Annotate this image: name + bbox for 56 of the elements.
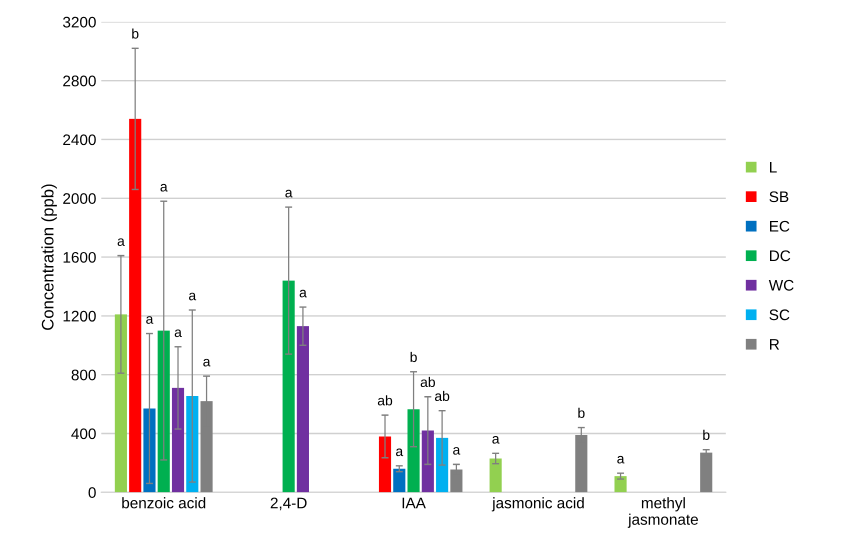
annotation: a — [189, 292, 196, 300]
bar — [436, 438, 448, 492]
y-tick-label: 2800 — [63, 76, 96, 86]
y-tick-label: 1200 — [64, 310, 96, 322]
bar — [700, 452, 712, 492]
y-tick-label: 3200 — [63, 16, 96, 28]
bar — [490, 458, 502, 492]
annotation: a — [160, 184, 168, 192]
annotation: a — [174, 329, 182, 338]
bar — [378, 436, 392, 492]
x-tick-label: methyl jasmonate — [628, 497, 698, 528]
y-tick-label: 0 — [88, 487, 96, 498]
y-axis-title: Concentration (ppb) — [41, 184, 57, 330]
bar — [407, 409, 420, 492]
annotation: ab — [434, 390, 450, 402]
y-tick-label: 800 — [72, 370, 96, 380]
legend-label: SB — [769, 191, 788, 202]
x-tick-label: IAA — [402, 498, 426, 508]
bar — [393, 468, 406, 492]
legend-label: SC — [769, 309, 790, 320]
legend-label: EC — [770, 220, 790, 232]
annotation: b — [578, 408, 585, 418]
annotation: ab — [420, 376, 435, 388]
annotation: a — [118, 238, 125, 246]
x-tick-label: jasmonic acid — [492, 497, 584, 512]
annotation: b — [703, 430, 710, 440]
bar — [143, 408, 156, 492]
legend-label: R — [770, 339, 780, 350]
annotation: a — [396, 448, 404, 456]
legend-label: WC — [768, 280, 794, 291]
bar — [114, 314, 127, 492]
bar — [296, 326, 309, 492]
y-tick-label: 2400 — [63, 134, 96, 146]
bar — [172, 388, 184, 492]
annotation: a — [492, 436, 500, 444]
bar — [158, 330, 170, 492]
y-tick-label: 2000 — [63, 193, 96, 204]
annotation: a — [300, 290, 307, 298]
annotation: b — [132, 28, 138, 39]
legend-label: DC — [770, 250, 790, 262]
annotation: a — [617, 456, 624, 464]
legend-label: L — [770, 162, 777, 172]
annotation: a — [285, 190, 293, 198]
bar — [614, 476, 627, 492]
annotation: ab — [378, 395, 392, 406]
annotation: b — [410, 352, 417, 362]
annotation: a — [453, 447, 460, 455]
bar — [129, 118, 142, 492]
bar — [282, 280, 295, 492]
x-tick-label: benzoic acid — [122, 497, 206, 508]
y-tick-label: 1600 — [64, 252, 96, 263]
bar — [422, 430, 434, 492]
annotation: a — [203, 358, 210, 366]
annotation: a — [146, 316, 154, 324]
x-tick-label: 2,4-D — [270, 498, 307, 510]
y-tick-label: 400 — [71, 428, 96, 440]
